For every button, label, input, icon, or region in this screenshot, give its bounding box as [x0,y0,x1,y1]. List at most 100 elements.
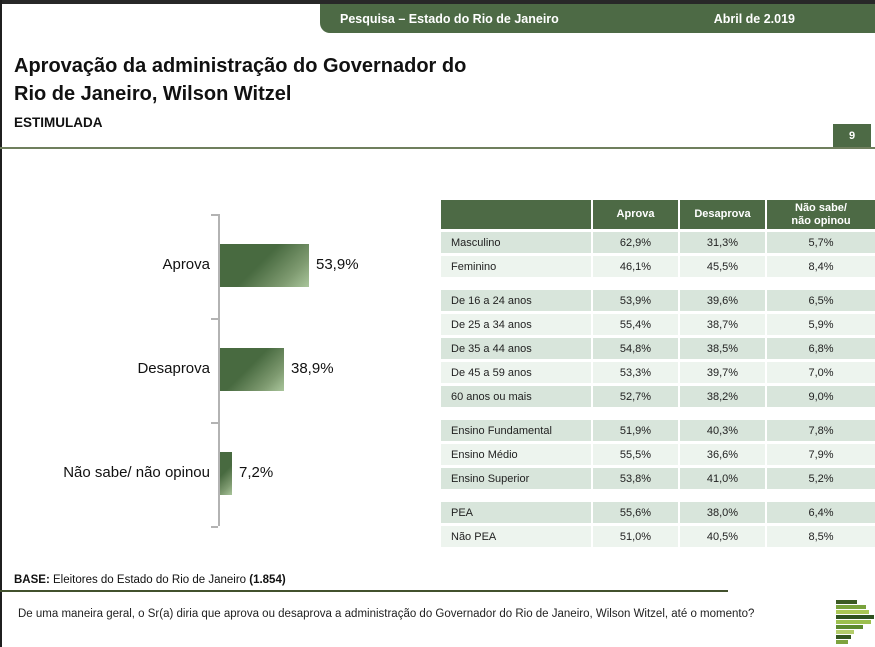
table-group: Masculino 62,9% 31,3% 5,7% Feminino 46,1% 45,5… [441,232,875,277]
row-value-cell: 38,0% [680,502,765,523]
top-border [0,0,875,4]
row-value-cell: 7,9% [767,444,875,465]
table-row: PEA 55,6% 38,0% 6,4% [441,502,875,523]
row-label-cell: Ensino Fundamental [441,420,591,441]
row-value-cell: 53,8% [593,468,678,489]
header-band-date: Abril de 2.019 [713,11,795,26]
table-row: Ensino Médio 55,5% 36,6% 7,9% [441,444,875,465]
row-value-cell: 40,3% [680,420,765,441]
header-band-title: Pesquisa – Estado do Rio de Janeiro [340,11,559,26]
row-value-cell: 6,8% [767,338,875,359]
row-value-cell: 5,9% [767,314,875,335]
table-row: Não PEA 51,0% 40,5% 8,5% [441,526,875,547]
row-value-cell: 55,4% [593,314,678,335]
bar-chart-p-logo [836,600,874,646]
table-row: Feminino 46,1% 45,5% 8,4% [441,256,875,277]
axis-tick [211,526,218,528]
left-border [0,0,2,647]
page-number-badge: 9 [833,124,871,147]
logo-bar [836,640,849,644]
logo-bar [836,600,857,604]
base-count: (1.854) [249,574,286,586]
axis-tick [211,422,218,424]
table-header-cell: Aprova [593,200,678,229]
row-value-cell: 53,9% [593,290,678,311]
row-value-cell: 5,7% [767,232,875,253]
row-value-cell: 8,5% [767,526,875,547]
chart-bar [220,452,232,495]
table-group: De 16 a 24 anos 53,9% 39,6% 6,5% De 25 a 34 … [441,290,875,407]
chart-bar [220,348,284,391]
row-label-cell: Feminino [441,256,591,277]
logo-bar [836,635,852,639]
logo-bar [836,630,855,634]
row-value-cell: 40,5% [680,526,765,547]
row-label-cell: De 16 a 24 anos [441,290,591,311]
row-label-cell: De 45 a 59 anos [441,362,591,383]
table-group: Ensino Fundamental 51,9% 40,3% 7,8% Ensino M… [441,420,875,489]
row-value-cell: 55,6% [593,502,678,523]
row-value-cell: 51,9% [593,420,678,441]
row-value-cell: 5,2% [767,468,875,489]
row-value-cell: 41,0% [680,468,765,489]
axis-tick [211,214,218,216]
table-row: Masculino 62,9% 31,3% 5,7% [441,232,875,253]
table-row: Ensino Superior 53,8% 41,0% 5,2% [441,468,875,489]
row-value-cell: 38,5% [680,338,765,359]
row-value-cell: 8,4% [767,256,875,277]
row-value-cell: 9,0% [767,386,875,407]
row-label-cell: De 25 a 34 anos [441,314,591,335]
row-value-cell: 6,4% [767,502,875,523]
page-title-line2: Rio de Janeiro, Wilson Witzel [14,83,292,105]
table-header-cell [441,200,591,229]
chart-category-label: Aprova [162,256,210,273]
header-band: Pesquisa – Estado do Rio de Janeiro Abri… [320,4,875,33]
row-value-cell: 45,5% [680,256,765,277]
row-value-cell: 46,1% [593,256,678,277]
chart-value-label: 7,2% [239,464,274,481]
row-value-cell: 54,8% [593,338,678,359]
logo-bar [836,610,870,614]
row-label-cell: Masculino [441,232,591,253]
row-label-cell: PEA [441,502,591,523]
table-row: 60 anos ou mais 52,7% 38,2% 9,0% [441,386,875,407]
chart-bar [220,244,309,287]
row-value-cell: 53,3% [593,362,678,383]
table-header-cell: Desaprova [680,200,765,229]
table-row: De 25 a 34 anos 55,4% 38,7% 5,9% [441,314,875,335]
table-row: De 45 a 59 anos 53,3% 39,7% 7,0% [441,362,875,383]
chart-value-label: 38,9% [291,360,334,377]
row-value-cell: 31,3% [680,232,765,253]
crosstab-table: Aprova Desaprova Não sabe/ não opinou Mascu… [441,200,875,547]
table-row: De 35 a 44 anos 54,8% 38,5% 6,8% [441,338,875,359]
row-label-cell: Ensino Médio [441,444,591,465]
row-value-cell: 6,5% [767,290,875,311]
chart-category-label: Desaprova [137,360,210,377]
title-separator-line [0,147,875,149]
row-value-cell: 62,9% [593,232,678,253]
table-row: Ensino Fundamental 51,9% 40,3% 7,8% [441,420,875,441]
row-value-cell: 51,0% [593,526,678,547]
logo-bar [836,620,871,624]
axis-tick [211,318,218,320]
row-value-cell: 7,8% [767,420,875,441]
row-label-cell: Ensino Superior [441,468,591,489]
base-note: BASE: Eleitores do Estado do Rio de Jane… [14,574,286,586]
row-value-cell: 38,2% [680,386,765,407]
title-block: Aprovação da administração do Governador… [14,52,466,130]
base-separator-line [0,590,728,592]
row-value-cell: 39,6% [680,290,765,311]
logo-bar [836,615,874,619]
table-header-cell: Não sabe/ não opinou [767,200,875,229]
row-label-cell: De 35 a 44 anos [441,338,591,359]
logo-bar [836,625,863,629]
chart-category-label: Não sabe/ não opinou [63,464,210,481]
row-value-cell: 38,7% [680,314,765,335]
row-label-cell: 60 anos ou mais [441,386,591,407]
row-value-cell: 55,5% [593,444,678,465]
survey-question-text: De uma maneira geral, o Sr(a) diria que … [18,608,755,620]
base-label: BASE: [14,574,50,586]
row-value-cell: 39,7% [680,362,765,383]
